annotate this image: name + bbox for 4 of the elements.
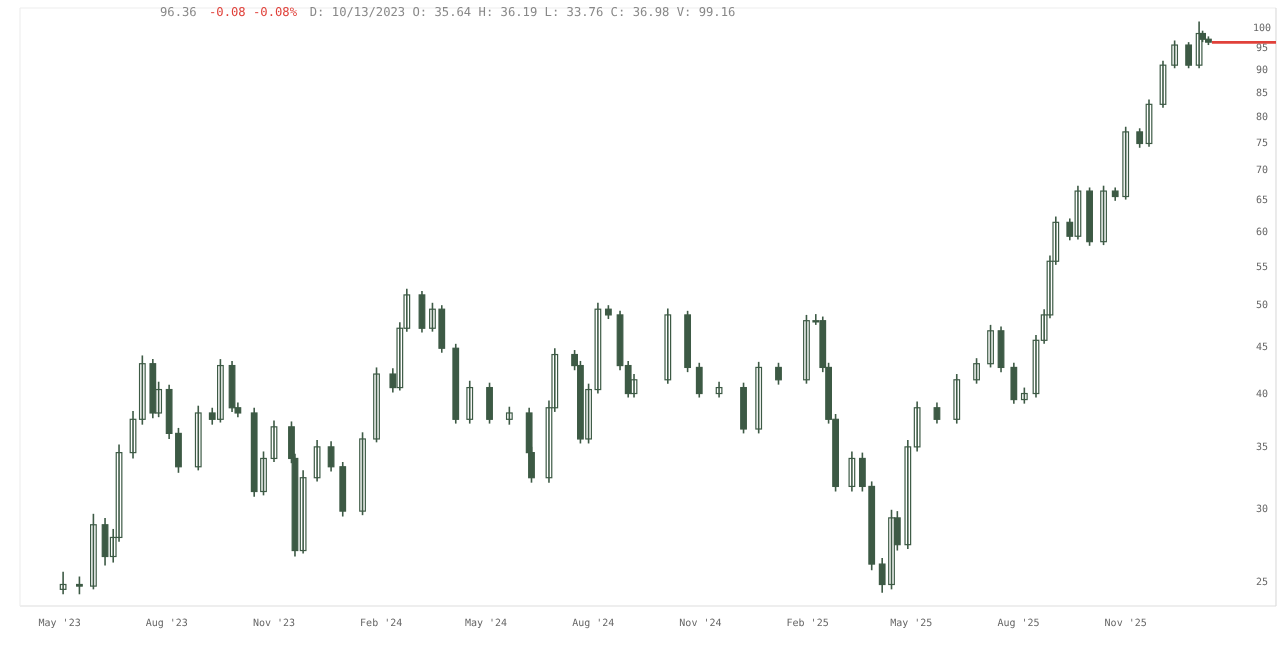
candlestick [1185, 41, 1193, 70]
candlestick [740, 381, 747, 435]
candlestick [1171, 39, 1179, 70]
candlestick [373, 366, 380, 444]
